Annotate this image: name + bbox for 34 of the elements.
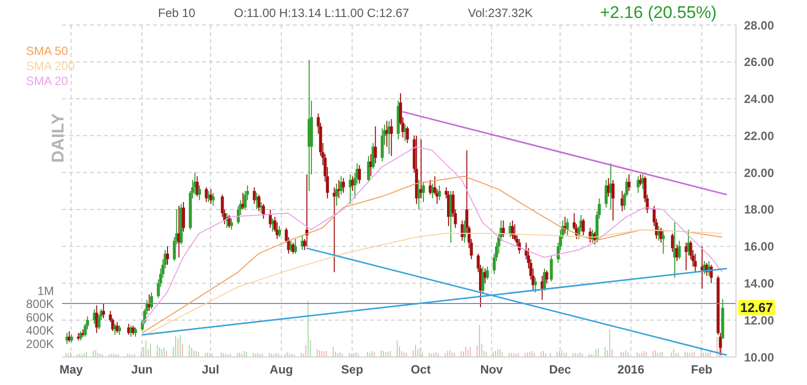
y2-tick-label: 1M [37, 284, 54, 298]
x-tick-label: 2016 [618, 362, 645, 377]
text: Feb 10 [158, 6, 196, 20]
text: O:11.00 H:13.14 L:11.00 C:12.67 [234, 6, 410, 20]
x-tick-label: Nov [480, 362, 504, 377]
y2-tick-label: 600K [26, 310, 54, 324]
y-tick-label: 14.00 [744, 276, 774, 290]
x-tick-label: Jul [202, 362, 220, 377]
y-tick-label: 12.00 [744, 313, 774, 328]
text: SMA 200 [26, 59, 75, 74]
annotation: 12.67 [738, 300, 775, 315]
y-tick-label: 10.00 [744, 350, 774, 364]
y-tick-label: 22.00 [744, 128, 774, 143]
x-tick-label: Aug [270, 362, 293, 377]
y2-tick-label: 800K [26, 297, 54, 312]
text: SMA 20 [26, 74, 70, 89]
annotation: DAILY [48, 113, 69, 163]
x-tick-label: May [59, 362, 84, 377]
x-tick-label: Oct [410, 362, 431, 377]
text: Vol:237.32K [468, 6, 533, 20]
text: SMA 50 [26, 44, 70, 59]
y-tick-label: 20.00 [744, 166, 774, 180]
x-tick-label: Feb [691, 362, 712, 377]
y-tick-label: 28.00 [744, 18, 774, 32]
y-tick-label: 26.00 [744, 55, 774, 70]
x-tick-label: Dec [549, 362, 572, 377]
y2-tick-label: 400K [26, 324, 54, 338]
x-tick-label: Jun [131, 362, 153, 377]
text: +2.16 (20.55%) [600, 3, 717, 23]
x-tick-label: Sep [341, 362, 364, 377]
y-tick-label: 24.00 [744, 92, 774, 106]
y-tick-label: 16.00 [744, 240, 774, 254]
y2-tick-label: 200K [26, 336, 54, 351]
y-tick-label: 18.00 [744, 202, 774, 217]
